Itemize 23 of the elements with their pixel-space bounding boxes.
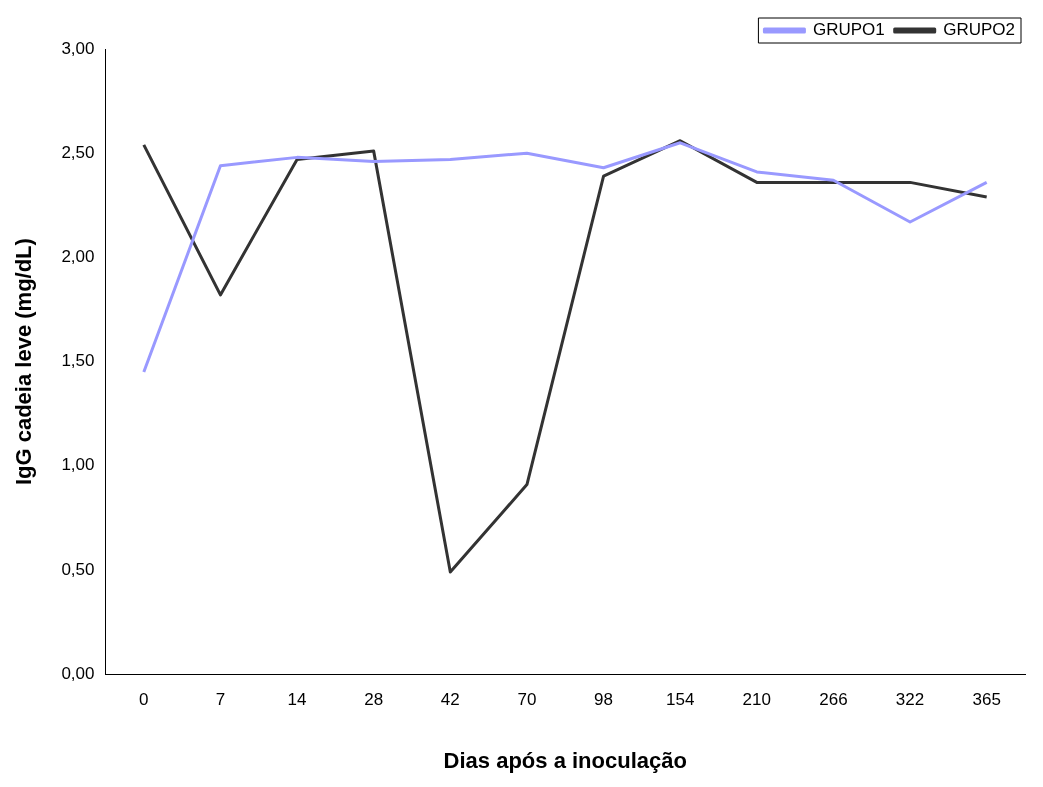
y-axis-title: IgG cadeia leve (mg/dL) bbox=[11, 238, 37, 486]
y-tick-label: 1,50 bbox=[61, 351, 95, 371]
x-tick-label: 98 bbox=[594, 690, 614, 710]
y-tick-label: 2,00 bbox=[61, 247, 95, 267]
x-tick-label: 210 bbox=[742, 690, 771, 710]
legend-label: GRUPO1 bbox=[812, 20, 885, 40]
x-tick-label: 154 bbox=[666, 690, 695, 710]
y-tick-label: 3,00 bbox=[61, 38, 95, 58]
x-tick-label: 266 bbox=[819, 690, 848, 710]
x-axis-title: Dias após a inoculação bbox=[443, 747, 687, 773]
y-tick-label: 1,00 bbox=[61, 455, 95, 475]
y-tick-label: 2,50 bbox=[61, 142, 95, 162]
x-tick-label: 70 bbox=[517, 690, 537, 710]
legend-label: GRUPO2 bbox=[943, 20, 1015, 40]
x-tick-label: 0 bbox=[139, 690, 149, 710]
x-tick-label: 14 bbox=[287, 690, 307, 710]
x-tick-label: 7 bbox=[215, 690, 226, 710]
y-tick-label: 0,50 bbox=[61, 559, 95, 579]
y-tick-label: 0,00 bbox=[61, 663, 95, 683]
x-tick-label: 28 bbox=[364, 690, 384, 710]
x-tick-label: 42 bbox=[440, 690, 460, 710]
x-tick-label: 322 bbox=[895, 690, 925, 710]
x-tick-label: 365 bbox=[972, 690, 1001, 710]
